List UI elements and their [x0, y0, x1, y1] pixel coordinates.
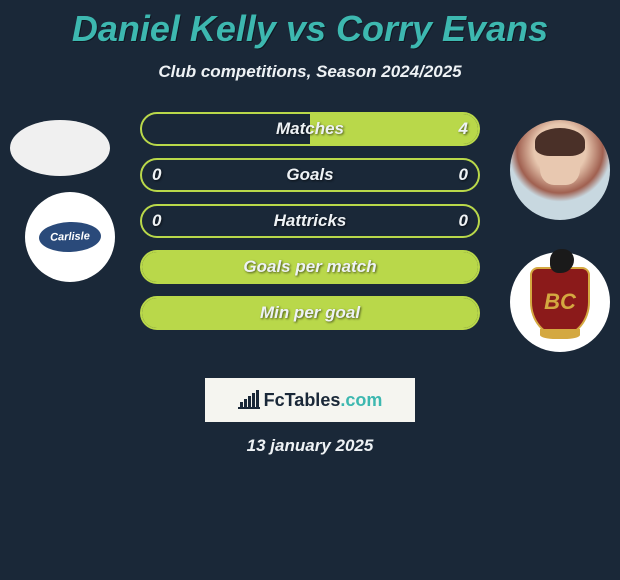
page-title: Daniel Kelly vs Corry Evans — [0, 0, 620, 50]
brand-text: FcTables.com — [264, 390, 383, 411]
stat-row: 00Hattricks — [140, 204, 480, 238]
subtitle: Club competitions, Season 2024/2025 — [0, 62, 620, 82]
brand-badge: FcTables.com — [205, 378, 415, 422]
stat-label: Hattricks — [142, 206, 478, 236]
carlisle-badge-text: Carlisle — [50, 230, 90, 243]
stat-row: Min per goal — [140, 296, 480, 330]
stat-label: Matches — [142, 114, 478, 144]
stat-row: 4Matches — [140, 112, 480, 146]
brand-name: FcTables — [264, 390, 341, 410]
carlisle-badge: Carlisle — [38, 221, 101, 253]
brand-chart-icon — [238, 391, 260, 409]
player-left-avatar — [10, 120, 110, 176]
stat-row: Goals per match — [140, 250, 480, 284]
club-right-logo: BC — [510, 252, 610, 352]
bradford-badge-text: BC — [544, 289, 576, 315]
stat-label: Goals — [142, 160, 478, 190]
club-left-logo: Carlisle — [25, 192, 115, 282]
brand-suffix: .com — [340, 390, 382, 410]
stat-label: Min per goal — [142, 298, 478, 328]
comparison-rows: 4Matches 00Goals 00Hattricks Goals per matc… — [140, 112, 480, 342]
stat-label: Goals per match — [142, 252, 478, 282]
stat-row: 00Goals — [140, 158, 480, 192]
bradford-badge: BC — [530, 267, 590, 337]
player-right-avatar — [510, 120, 610, 220]
date-text: 13 january 2025 — [0, 436, 620, 456]
